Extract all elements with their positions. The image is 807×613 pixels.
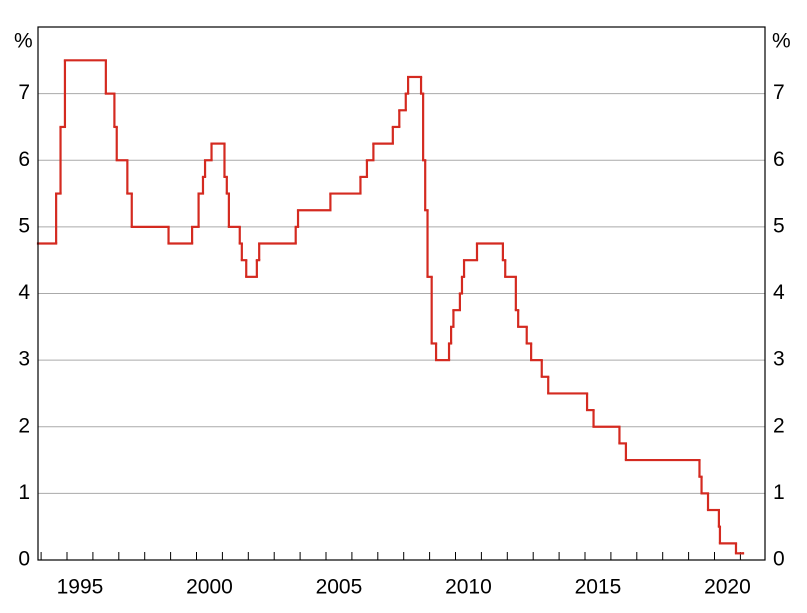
left-unit-label: %	[14, 30, 33, 53]
y-tick-label: 3	[18, 348, 30, 371]
y2-tick-label: 1	[773, 481, 785, 504]
y-tick-label: 2	[18, 414, 30, 437]
x-tick-label: 1995	[57, 576, 104, 599]
y2-tick-label: 4	[773, 281, 785, 304]
y2-tick-label: 7	[773, 81, 785, 104]
x-tick-label: 2010	[445, 576, 492, 599]
y2-tick-label: 6	[773, 148, 785, 171]
y2-tick-label: 3	[773, 348, 785, 371]
x-tick-label: 2005	[316, 576, 363, 599]
x-tick-label: 2020	[704, 576, 751, 599]
y-tick-label: 5	[18, 214, 30, 237]
y-tick-label: 7	[18, 81, 30, 104]
x-tick-label: 2015	[575, 576, 622, 599]
y2-tick-label: 2	[773, 414, 785, 437]
y-tick-label: 1	[18, 481, 30, 504]
y-tick-label: 0	[18, 548, 30, 571]
y2-tick-label: 0	[773, 548, 785, 571]
x-tick-label: 2000	[186, 576, 233, 599]
y2-tick-label: 5	[773, 214, 785, 237]
y-tick-label: 4	[18, 281, 30, 304]
plot-frame	[37, 26, 766, 561]
right-unit-label: %	[772, 30, 791, 53]
y-tick-label: 6	[18, 148, 30, 171]
